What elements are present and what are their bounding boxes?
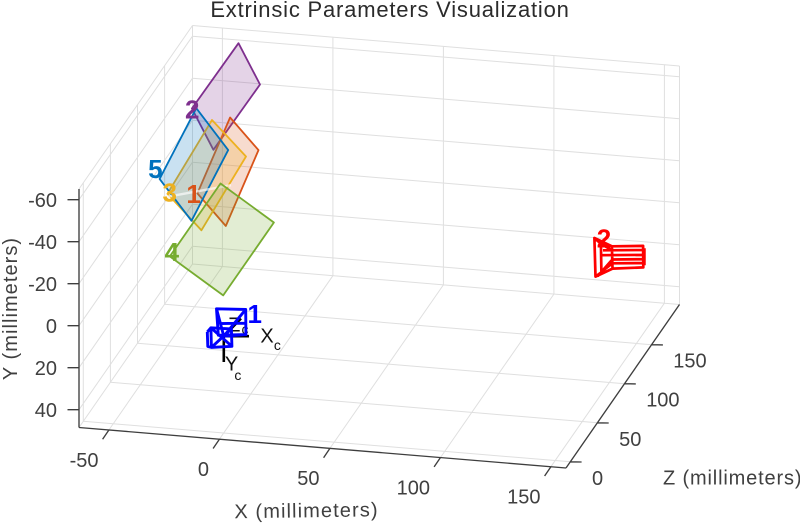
svg-text:0: 0 [198, 459, 209, 481]
svg-text:-20: -20 [28, 274, 57, 296]
svg-text:Z (millimeters): Z (millimeters) [663, 468, 800, 490]
svg-text:150: 150 [507, 487, 540, 509]
svg-text:-60: -60 [28, 190, 57, 212]
svg-text:1: 1 [247, 299, 261, 329]
svg-text:Extrinsic Parameters Visualiza: Extrinsic Parameters Visualization [210, 0, 569, 22]
svg-text:2: 2 [185, 94, 199, 124]
svg-text:Y (millimeters): Y (millimeters) [0, 237, 22, 380]
svg-text:3: 3 [162, 177, 176, 207]
svg-text:50: 50 [619, 429, 641, 451]
svg-text:0: 0 [46, 316, 57, 338]
svg-text:100: 100 [646, 390, 679, 412]
svg-text:0: 0 [592, 468, 603, 490]
svg-text:Y: Y [225, 354, 238, 376]
svg-text:40: 40 [35, 400, 57, 422]
svg-text:20: 20 [35, 358, 57, 380]
svg-text:-40: -40 [28, 232, 57, 254]
svg-text:-50: -50 [70, 450, 99, 472]
svg-text:5: 5 [148, 154, 162, 184]
svg-text:4: 4 [165, 237, 180, 267]
svg-text:2: 2 [597, 223, 611, 253]
svg-text:X: X [260, 326, 273, 348]
svg-text:150: 150 [673, 351, 706, 373]
svg-text:c: c [234, 367, 241, 383]
svg-text:50: 50 [297, 468, 319, 490]
svg-text:c: c [274, 337, 281, 353]
svg-text:100: 100 [397, 477, 430, 499]
svg-text:1: 1 [186, 179, 200, 209]
svg-text:X (millimeters): X (millimeters) [234, 499, 379, 523]
